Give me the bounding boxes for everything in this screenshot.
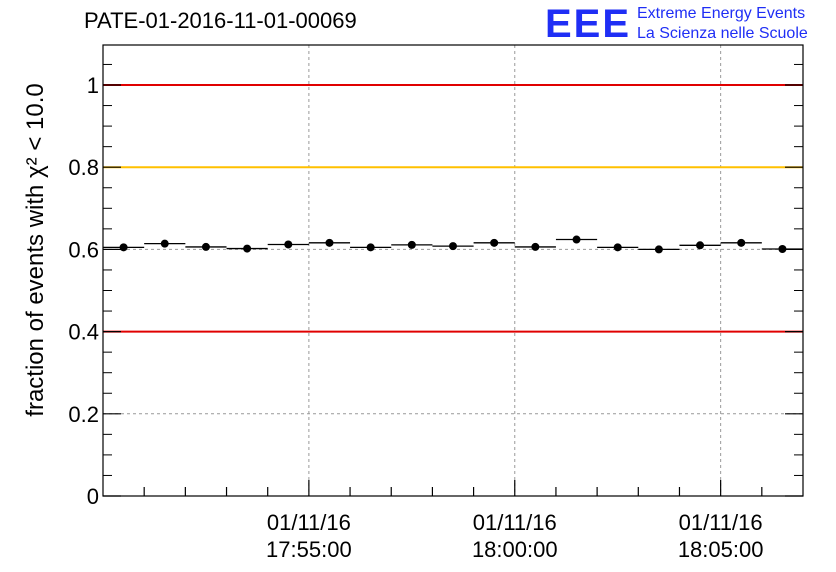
eee-logo: EEE [545,2,632,46]
grid-lines [103,45,803,496]
data-point [613,243,622,252]
data-point [572,235,581,244]
x-tick-label-date: 01/11/16 [267,510,351,535]
x-tick-label-date: 01/11/16 [679,510,763,535]
data-point [201,242,210,251]
data-point [325,238,334,247]
eee-logo-text: Extreme Energy Events La Scienza nelle S… [637,4,808,44]
data-point [243,244,252,253]
y-tick-label: 0.8 [68,155,99,180]
chart-title: PATE-01-2016-11-01-00069 [84,8,357,33]
logo-line-1: Extreme Energy Events [637,5,806,22]
x-tick-label-time: 18:00:00 [472,537,558,562]
data-point [160,239,169,248]
data-point [696,241,705,250]
data-point [778,244,787,253]
x-tick-label-date: 01/11/16 [473,510,557,535]
x-tick-label-time: 17:55:00 [266,537,352,562]
y-tick-label: 1 [87,73,99,98]
data-points [103,235,803,254]
y-tick-label: 0.6 [68,237,99,262]
logo-line-2: La Scienza nelle Scuole [637,25,808,42]
y-tick-label: 0.2 [68,402,99,427]
data-point [654,245,663,254]
data-point [366,243,375,252]
data-point [119,243,128,252]
x-tick-label-time: 18:05:00 [678,537,764,562]
plot-frame [102,44,804,497]
data-point [490,238,499,247]
y-axis-label: fraction of events with χ² < 10.0 [22,83,49,417]
y-tick-label: 0 [87,484,99,509]
data-point [531,242,540,251]
data-point [407,240,416,249]
data-point [284,240,293,249]
axis-ticks: 00.20.40.60.8101/11/1617:55:0001/11/1618… [68,63,803,562]
data-point [737,238,746,247]
data-point [449,242,457,251]
reference-lines [103,84,803,333]
y-tick-label: 0.4 [68,320,99,345]
